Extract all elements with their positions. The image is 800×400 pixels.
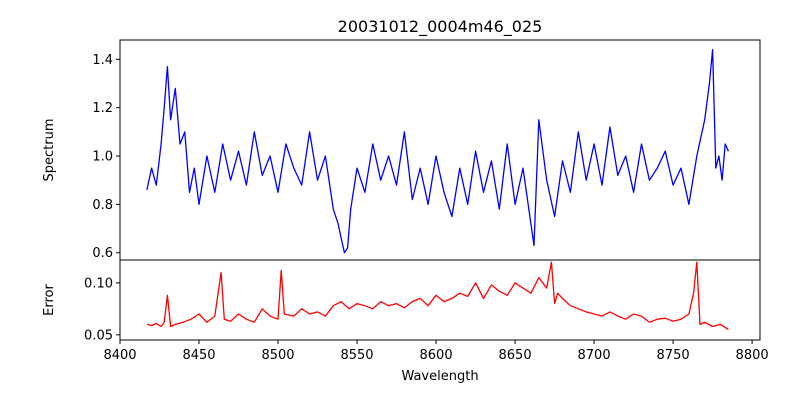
error-series-line-0 [146, 261, 729, 331]
error-xtick-label: 8400 [103, 348, 136, 363]
chart-title: 20031012_0004m46_025 [338, 17, 543, 37]
error-axis-label: Error [42, 284, 57, 316]
spectrum-ytick-label: 1.0 [92, 150, 113, 165]
error-xtick-label: 8450 [182, 348, 215, 363]
spectrum-series-line-0 [146, 49, 729, 254]
spectrum-ytick-label: 0.6 [92, 246, 113, 261]
wavelength-axis-label: Wavelength [401, 369, 478, 384]
error-xtick-label: 8800 [736, 348, 769, 363]
error-ytick-label: 0.10 [84, 276, 113, 291]
spectrum-ytick-label: 1.4 [92, 53, 113, 68]
error-xtick-label: 8750 [657, 348, 690, 363]
error-ytick-label: 0.05 [84, 328, 113, 343]
error-xtick-label: 8650 [499, 348, 532, 363]
spectrum-axes-frame [119, 39, 761, 261]
spectrum-axis-label: Spectrum [42, 119, 57, 182]
spectrum-plot-area: 0.6 0.8 1.0 1.2 1.4 [92, 49, 729, 261]
error-xtick-label: 8700 [578, 348, 611, 363]
spectrum-ytick-label: 1.2 [92, 101, 113, 116]
error-xtick-label: 8600 [420, 348, 453, 363]
error-plot-area: 0.05 0.10 8400 8450 8500 8550 8600 8650 8700 8750… [84, 261, 769, 363]
error-axes-frame [119, 259, 761, 341]
error-xtick-label: 8500 [261, 348, 294, 363]
error-xtick-label: 8550 [340, 348, 373, 363]
spectrum-ytick-label: 0.8 [92, 198, 113, 213]
